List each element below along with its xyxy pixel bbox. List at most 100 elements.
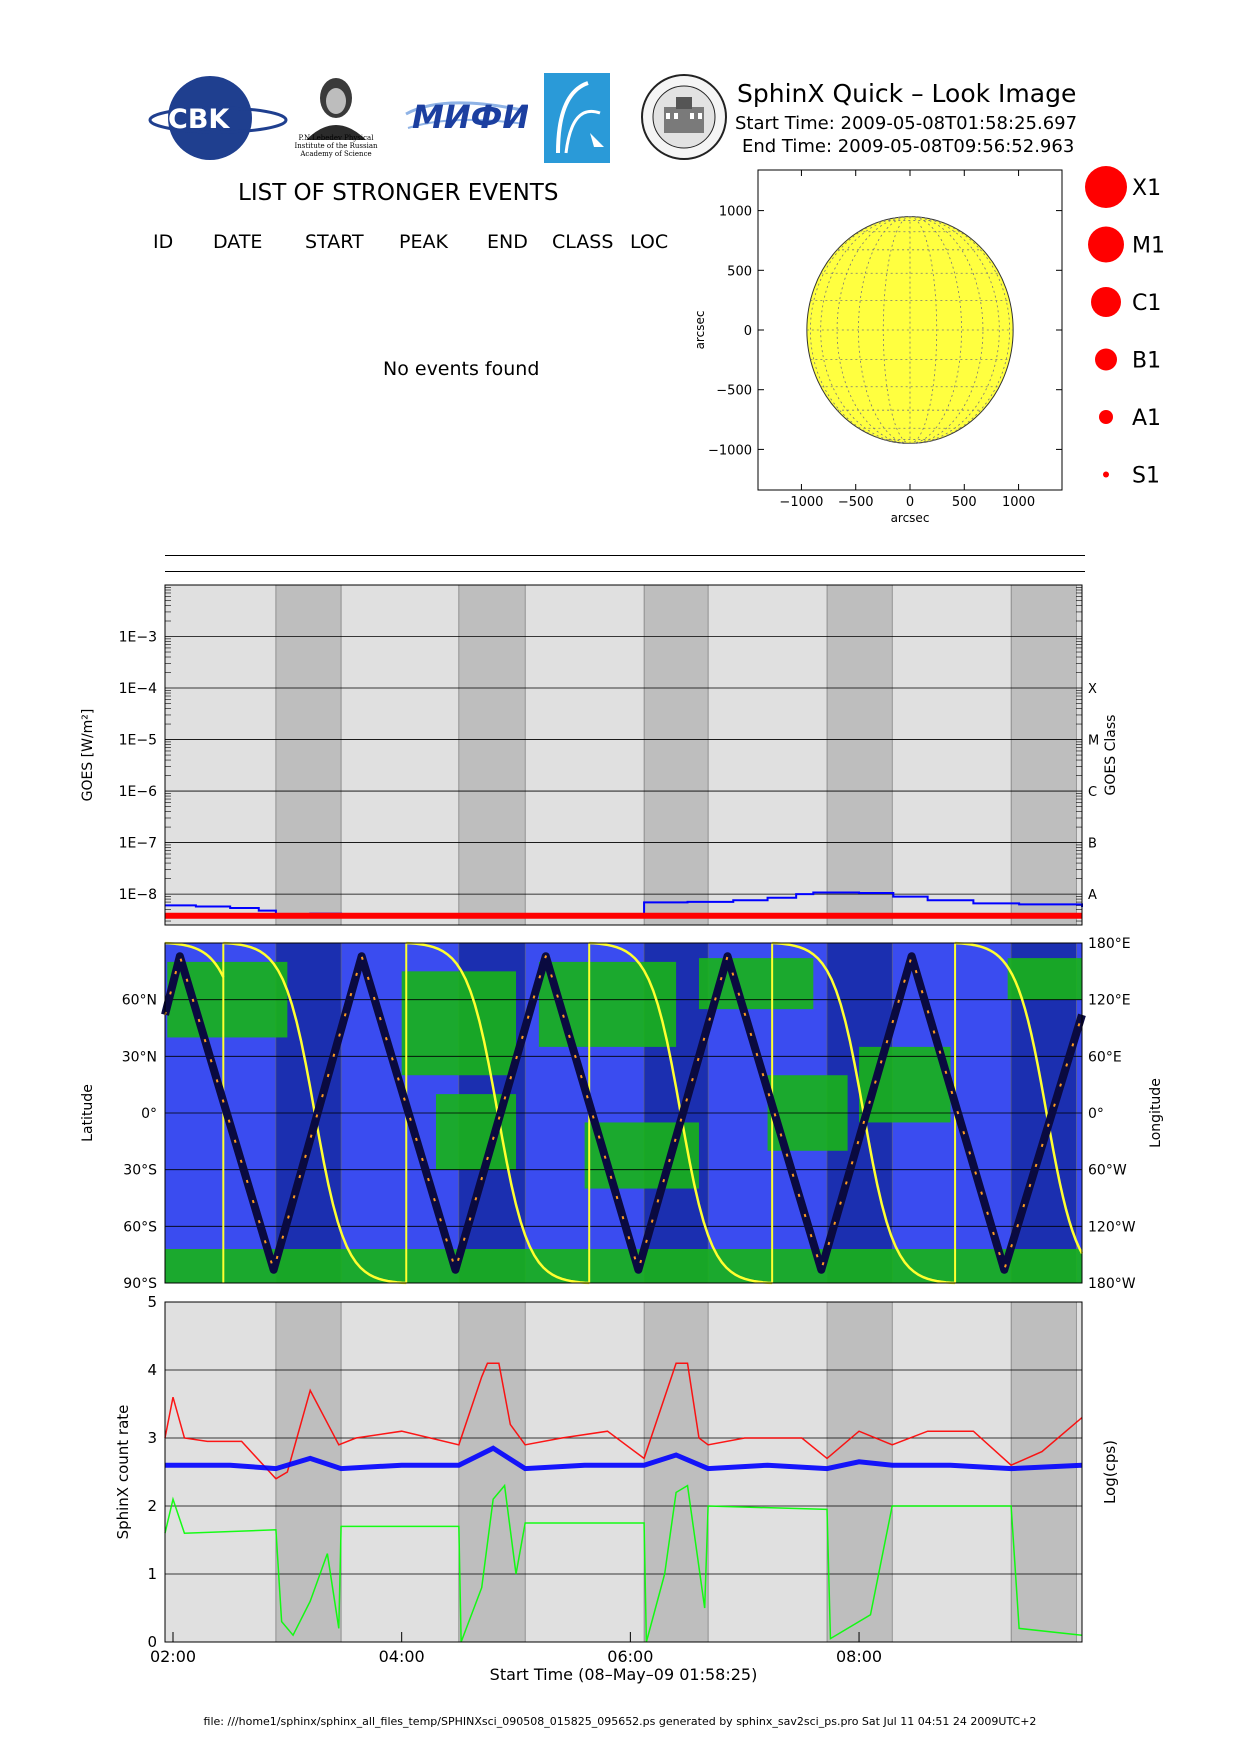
count-y-tick-label: 1 <box>147 1565 157 1583</box>
count-y-axis-label: SphinX count rate <box>114 1405 132 1540</box>
eclipse-shadow-band <box>458 1301 526 1643</box>
orbit-y-tick-label: 30°N <box>122 1049 157 1065</box>
orbit-right-tick-label: 120°W <box>1088 1219 1136 1235</box>
goes-y-tick-label: 1E−3 <box>119 630 157 646</box>
orbit-frame <box>164 942 1083 1284</box>
mifi-logo-text: МИФИ <box>412 98 528 136</box>
eclipse-shadow-band <box>458 584 526 926</box>
orbit-y-tick-label: 90°S <box>123 1276 157 1292</box>
mifi-logo: МИФИ <box>402 84 529 144</box>
goes-right-axis-label: GOES Class <box>1103 715 1119 796</box>
eclipse-shadow-band <box>826 1301 893 1643</box>
legend-label-x1: X1 <box>1132 176 1161 201</box>
events-column-id: ID <box>153 231 174 253</box>
page-title: SphinX Quick – Look Image <box>737 79 1077 108</box>
count-x-tick-label: 08:00 <box>836 1647 882 1666</box>
disk-longitude-line <box>858 216 911 444</box>
disk-y-tick-label: 0 <box>744 324 752 339</box>
separator-bottom <box>165 571 1085 572</box>
orbit-right-tick-label: 60°E <box>1088 1049 1122 1065</box>
land-mass-area <box>401 971 517 1076</box>
disk-x-tick-label: 500 <box>952 495 977 510</box>
count-y-tick-label: 4 <box>147 1361 157 1379</box>
latitude-track-line <box>161 952 1086 1274</box>
cbk-logo-text: CBK <box>168 104 230 135</box>
disk-y-tick-label: −500 <box>716 384 752 399</box>
goes-class-label: C <box>1088 785 1097 800</box>
eclipse-shadow-band <box>1010 1301 1077 1643</box>
observatory-seal-logo <box>640 73 728 161</box>
events-column-class: CLASS <box>552 231 614 253</box>
count-frame <box>164 1301 1083 1643</box>
goes-y-tick-label: 1E−8 <box>119 887 157 903</box>
disk-y-tick-label: 1000 <box>719 205 752 220</box>
events-empty-message: No events found <box>383 358 540 380</box>
eclipse-shadow-band <box>643 1301 709 1643</box>
legend-label-a1: A1 <box>1132 406 1161 431</box>
lebedev-logo: P.N.Lebedev Physical Institute of the Ru… <box>290 70 382 165</box>
orbit-right-tick-label: 0° <box>1088 1106 1104 1122</box>
disk-longitude-line <box>909 216 1000 444</box>
lebedev-caption: P.N.Lebedev Physical Institute of the Ru… <box>294 134 378 158</box>
goes-class-label: B <box>1088 837 1097 852</box>
legend-label-m1: M1 <box>1132 234 1165 259</box>
count-y-tick-label: 2 <box>147 1497 157 1515</box>
disk-longitude-line <box>836 216 911 444</box>
disk-x-tick-label: 1000 <box>1002 495 1035 510</box>
count-y-tick-label: 5 <box>147 1293 157 1311</box>
feather-icon <box>544 73 610 163</box>
cbk-logo-small-text: PAN <box>250 112 264 130</box>
orbit-right-tick-label: 180°W <box>1088 1276 1136 1292</box>
count-rate-chart: 0 1 2 3 4 5 02:00 04:00 06:00 08:00 SphinX count r… <box>114 1293 1119 1684</box>
goes-y-tick-label: 1E−7 <box>119 836 157 852</box>
count-y-tick-label: 3 <box>147 1429 157 1447</box>
count-green-series-line <box>164 1483 1083 1643</box>
legend-marker-m1 <box>1088 226 1124 263</box>
legend-marker-s1 <box>1103 471 1109 478</box>
flare-class-legend: X1 M1 C1 B1 A1 S1 <box>1085 166 1165 489</box>
orbit-map-chart: 60°N 30°N 0° 30°S 60°S 90°S 180°E 120°E 60°E 0° 60… <box>80 936 1164 1292</box>
longitude-track-line <box>164 941 225 978</box>
goes-frame <box>164 584 1083 926</box>
legend-label-s1: S1 <box>1132 464 1160 489</box>
disk-x-tick-label: −500 <box>838 495 874 510</box>
longitude-track-line <box>955 941 1084 1254</box>
orbit-right-tick-label: 120°E <box>1088 993 1131 1009</box>
count-x-tick-label: 02:00 <box>150 1647 196 1666</box>
eclipse-shadow-band <box>1010 584 1077 926</box>
footer-file-note: file: ///home1/sphinx/sphinx_all_files_t… <box>203 1715 1037 1728</box>
orbit-right-tick-label: 180°E <box>1088 936 1131 952</box>
goes-y-axis-label: GOES [W/m²] <box>80 709 96 802</box>
disk-longitude-line <box>909 216 984 444</box>
end-time-text: End Time: 2009-05-08T09:56:52.963 <box>742 136 1075 157</box>
cbk-logo: CBK PAN <box>148 74 290 162</box>
disk-y-axis-label: arcsec <box>693 311 707 350</box>
lebedev-portrait <box>306 78 366 140</box>
orbit-y-tick-label: 0° <box>141 1106 157 1122</box>
events-column-loc: LOC <box>630 231 669 253</box>
seal-icon <box>641 74 727 160</box>
eclipse-shadow-band <box>275 584 342 926</box>
events-column-end: END <box>487 231 528 253</box>
eclipse-shadow-band <box>275 1301 342 1643</box>
cbk-logo-graphic: CBK PAN <box>148 76 288 160</box>
disk-x-tick-label: 0 <box>906 495 914 510</box>
disk-x-tick-label: −1000 <box>779 495 823 510</box>
mifi-logo-graphic: МИФИ <box>405 98 529 136</box>
goes-class-label: A <box>1088 888 1097 903</box>
count-x-axis-label: Start Time (08–May–09 01:58:25) <box>490 1665 758 1684</box>
events-heading: LIST OF STRONGER EVENTS <box>238 180 559 206</box>
disk-longitude-line <box>820 216 911 444</box>
disk-longitude-line <box>909 216 938 444</box>
goes-y-tick-label: 1E−5 <box>119 733 157 749</box>
separator-top <box>165 555 1085 556</box>
count-right-axis-label: Log(cps) <box>1101 1440 1119 1504</box>
solar-disk-chart: −1000 −500 0 500 1000 −1000 −500 0 500 1000 arcsec… <box>693 169 1063 525</box>
goes-flux-chart: 1E−8 1E−7 1E−6 1E−5 1E−4 1E−3 A B C M X GOES [W/m²]… <box>80 584 1119 926</box>
count-red-series-line <box>164 1362 1083 1480</box>
start-time-text: Start Time: 2009-05-08T01:58:25.697 <box>735 113 1078 134</box>
orbit-y-tick-label: 60°N <box>122 993 157 1009</box>
disk-x-axis-label: arcsec <box>891 511 930 525</box>
events-column-date: DATE <box>213 231 263 253</box>
count-x-tick-label: 06:00 <box>607 1647 653 1666</box>
